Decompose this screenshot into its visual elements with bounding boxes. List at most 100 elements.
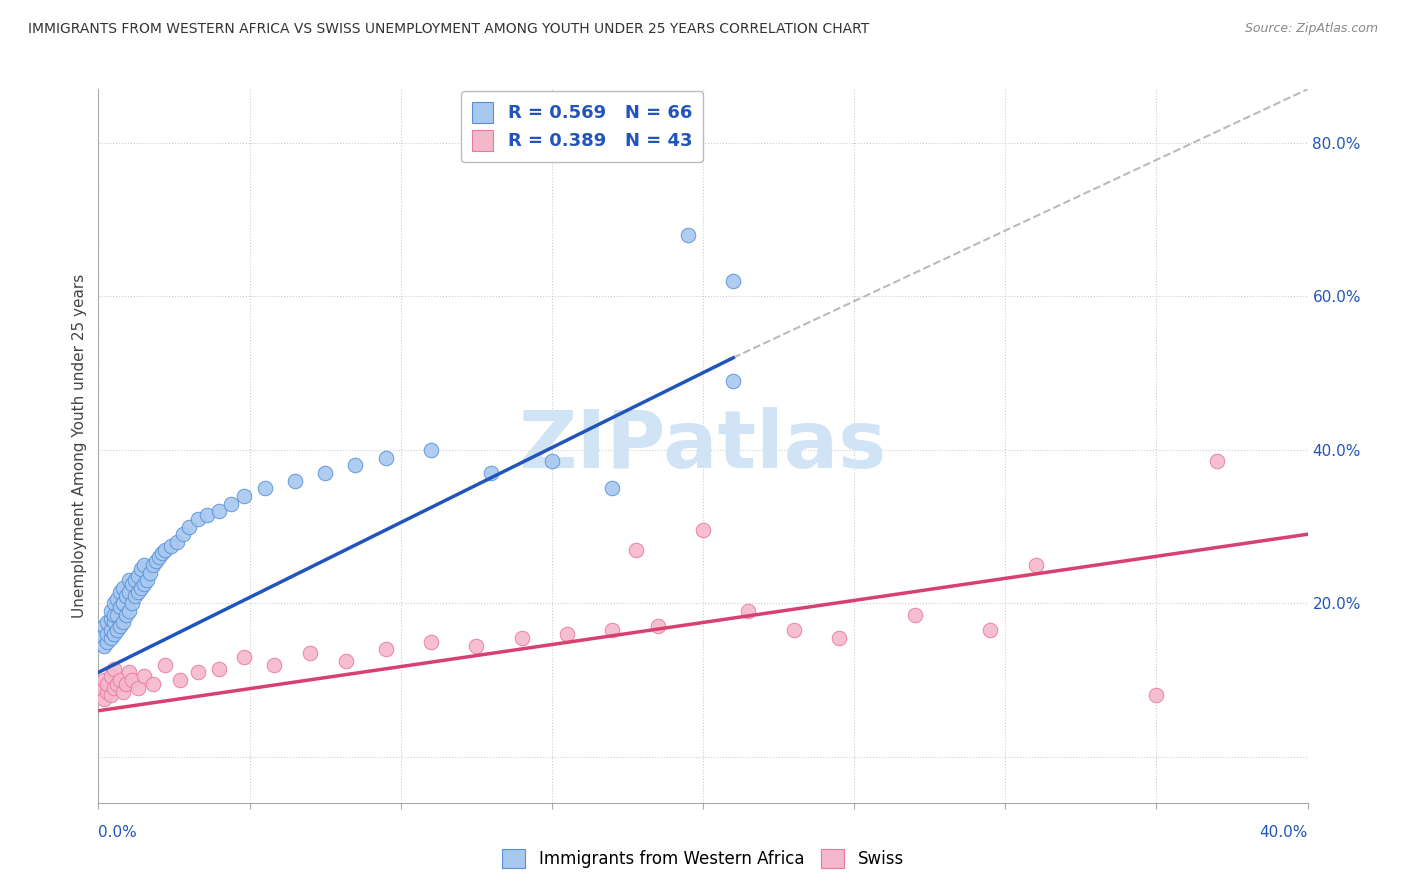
- Point: [105, 607, 128, 622]
- Point: [465, 639, 488, 653]
- Point: [510, 631, 533, 645]
- Point: [124, 589, 146, 603]
- Point: [121, 673, 143, 687]
- Point: [139, 566, 162, 580]
- Point: [904, 607, 927, 622]
- Point: [187, 512, 209, 526]
- Point: [127, 584, 149, 599]
- Point: [208, 661, 231, 675]
- Point: [1144, 689, 1167, 703]
- Point: [129, 581, 152, 595]
- Point: [111, 684, 134, 698]
- Point: [314, 466, 336, 480]
- Point: [121, 577, 143, 591]
- Point: [100, 689, 122, 703]
- Point: [602, 623, 624, 637]
- Text: IMMIGRANTS FROM WESTERN AFRICA VS SWISS UNEMPLOYMENT AMONG YOUTH UNDER 25 YEARS : IMMIGRANTS FROM WESTERN AFRICA VS SWISS …: [28, 22, 869, 37]
- Point: [160, 539, 183, 553]
- Point: [111, 581, 134, 595]
- Point: [96, 634, 118, 648]
- Point: [111, 596, 134, 610]
- Point: [103, 661, 125, 675]
- Point: [676, 227, 699, 242]
- Legend: Immigrants from Western Africa, Swiss: Immigrants from Western Africa, Swiss: [495, 842, 911, 875]
- Point: [103, 615, 125, 630]
- Point: [263, 657, 285, 672]
- Point: [169, 673, 191, 687]
- Point: [118, 584, 141, 599]
- Point: [103, 607, 125, 622]
- Point: [1206, 454, 1229, 468]
- Text: 40.0%: 40.0%: [1260, 825, 1308, 840]
- Point: [179, 519, 201, 533]
- Point: [195, 508, 218, 522]
- Point: [540, 454, 562, 468]
- Point: [129, 562, 152, 576]
- Point: [153, 657, 176, 672]
- Point: [114, 677, 136, 691]
- Point: [481, 466, 503, 480]
- Point: [118, 665, 141, 680]
- Point: [121, 596, 143, 610]
- Point: [979, 623, 1001, 637]
- Point: [93, 619, 115, 633]
- Point: [132, 558, 155, 572]
- Text: ZIPatlas: ZIPatlas: [519, 407, 887, 485]
- Point: [602, 481, 624, 495]
- Point: [737, 604, 759, 618]
- Point: [96, 615, 118, 630]
- Point: [284, 474, 307, 488]
- Point: [626, 542, 648, 557]
- Point: [100, 623, 122, 637]
- Point: [132, 669, 155, 683]
- Point: [142, 558, 165, 572]
- Point: [108, 673, 131, 687]
- Point: [124, 574, 146, 588]
- Point: [420, 442, 443, 457]
- Point: [148, 550, 170, 565]
- Point: [153, 542, 176, 557]
- Point: [166, 535, 188, 549]
- Point: [90, 681, 112, 695]
- Point: [344, 458, 367, 473]
- Point: [105, 623, 128, 637]
- Point: [100, 604, 122, 618]
- Point: [105, 677, 128, 691]
- Point: [135, 574, 157, 588]
- Point: [100, 631, 122, 645]
- Point: [90, 631, 112, 645]
- Point: [108, 584, 131, 599]
- Point: [150, 546, 173, 560]
- Point: [103, 627, 125, 641]
- Point: [132, 577, 155, 591]
- Point: [692, 524, 714, 538]
- Point: [96, 684, 118, 698]
- Point: [723, 274, 745, 288]
- Point: [93, 639, 115, 653]
- Point: [420, 634, 443, 648]
- Point: [108, 600, 131, 615]
- Point: [299, 646, 322, 660]
- Point: [105, 592, 128, 607]
- Point: [103, 681, 125, 695]
- Point: [723, 374, 745, 388]
- Point: [828, 631, 851, 645]
- Point: [647, 619, 669, 633]
- Point: [232, 489, 254, 503]
- Point: [93, 673, 115, 687]
- Point: [118, 604, 141, 618]
- Point: [127, 681, 149, 695]
- Point: [232, 650, 254, 665]
- Point: [96, 677, 118, 691]
- Point: [145, 554, 167, 568]
- Text: Source: ZipAtlas.com: Source: ZipAtlas.com: [1244, 22, 1378, 36]
- Point: [783, 623, 806, 637]
- Point: [1024, 558, 1046, 572]
- Point: [100, 612, 122, 626]
- Point: [208, 504, 231, 518]
- Point: [172, 527, 194, 541]
- Point: [108, 619, 131, 633]
- Point: [96, 627, 118, 641]
- Point: [127, 569, 149, 583]
- Legend: R = 0.569   N = 66, R = 0.389   N = 43: R = 0.569 N = 66, R = 0.389 N = 43: [461, 91, 703, 161]
